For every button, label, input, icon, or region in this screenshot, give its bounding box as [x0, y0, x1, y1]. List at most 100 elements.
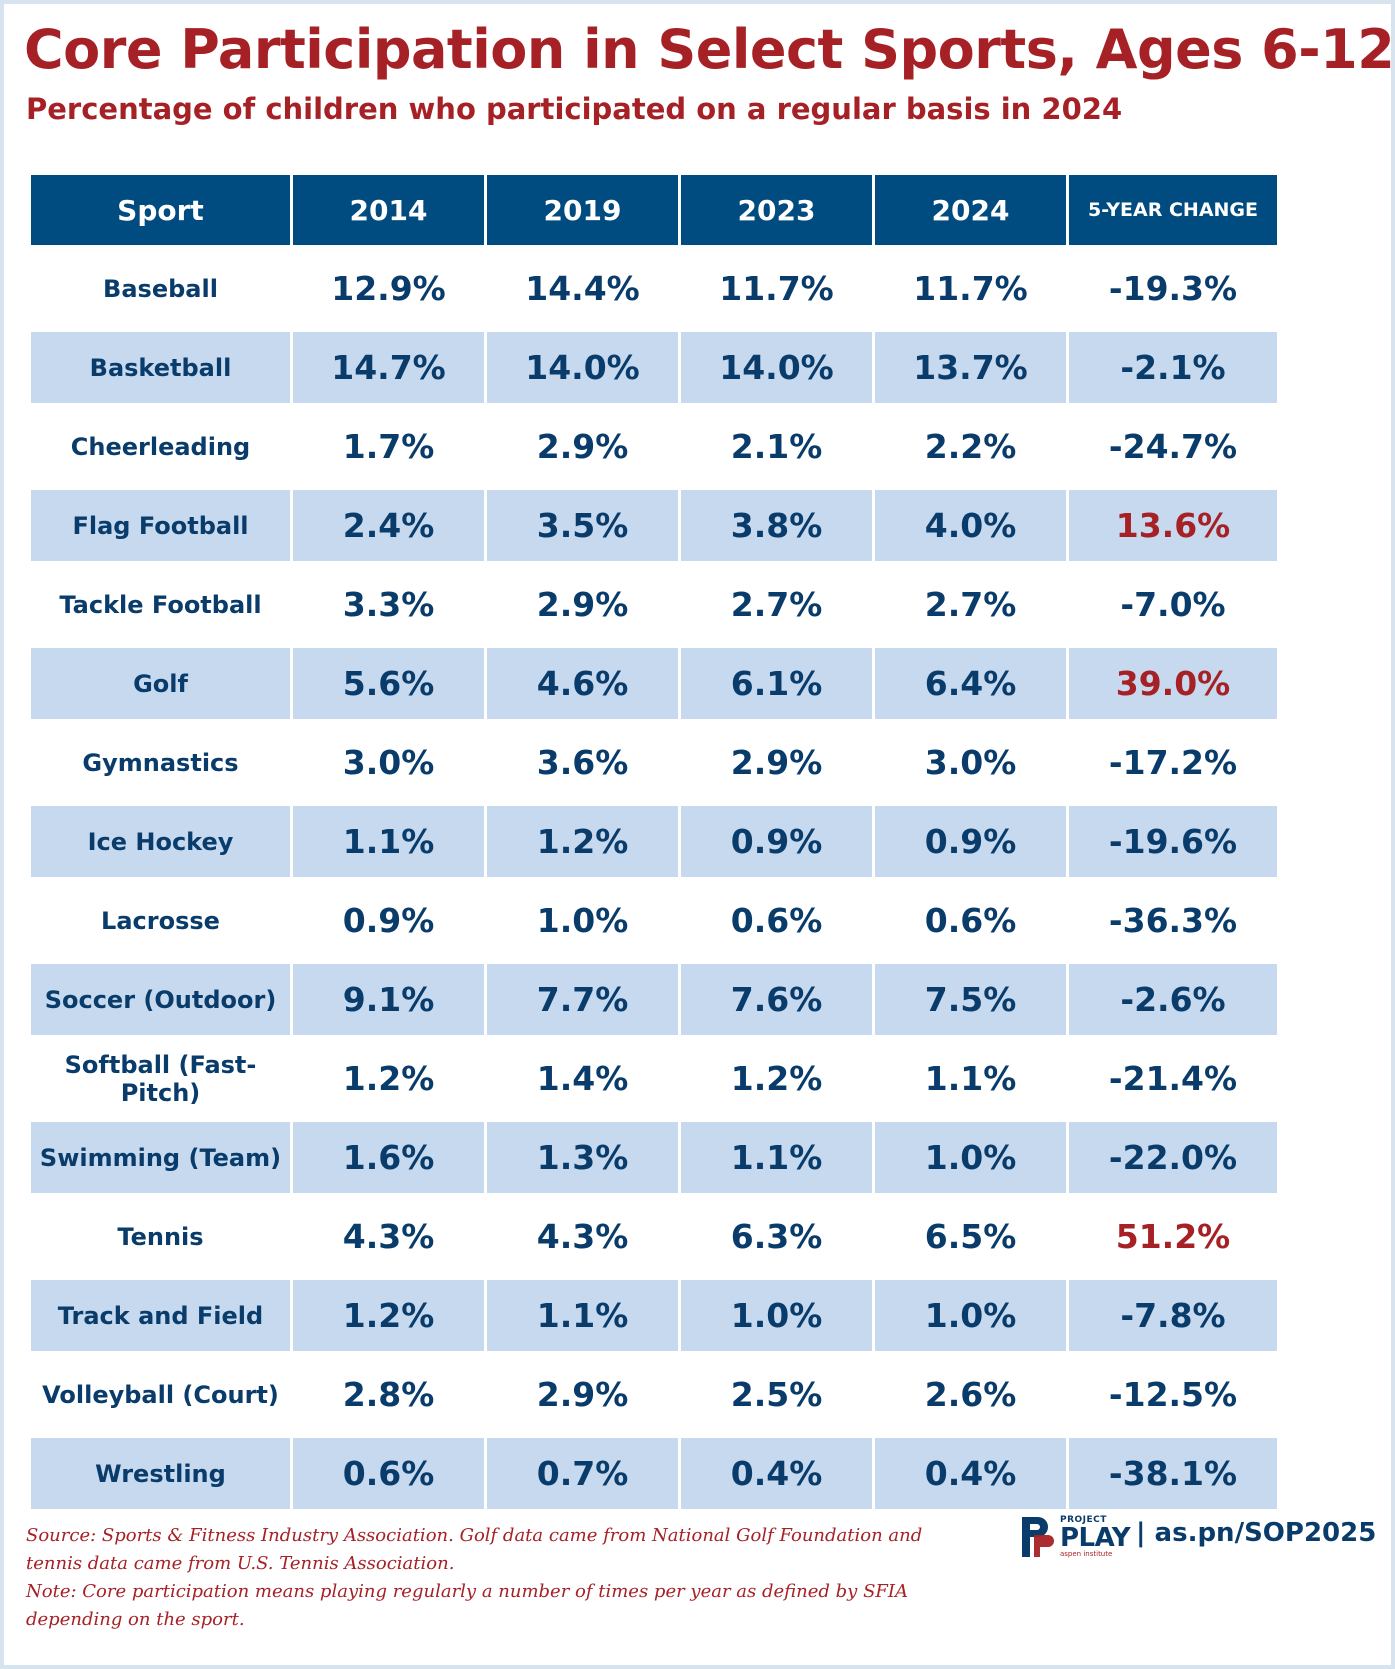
cell-2019: 2.9% — [536, 427, 629, 466]
cell-sport: Tackle Football — [59, 590, 262, 619]
cell-5-year-change: -7.0% — [1120, 585, 1226, 624]
cell-2024: 1.0% — [875, 1122, 1066, 1193]
cell-2023: 2.1% — [730, 427, 823, 466]
footnote: Source: Sports & Fitness Industry Associ… — [26, 1522, 966, 1634]
cell-2014: 9.1% — [293, 964, 484, 1035]
cell-5-year-change: -19.3% — [1108, 269, 1238, 308]
cell-2019: 1.4% — [536, 1059, 629, 1098]
cell-2024: 3.0% — [924, 743, 1017, 782]
cell-2023: 6.1% — [681, 648, 872, 719]
table-body: Baseball 12.9% 14.4% 11.7% 11.7% -19.3% Basket… — [31, 253, 1277, 1509]
table-row: Tackle Football 3.3% 2.9% 2.7% 2.7% -7.0% — [31, 569, 1277, 640]
cell-2023: 1.0% — [681, 1280, 872, 1351]
cell-2019: 2.9% — [536, 1375, 629, 1414]
project-play-logo-icon — [1022, 1517, 1054, 1557]
cell-sport: Cheerleading — [70, 432, 251, 461]
cell-2014: 12.9% — [331, 269, 446, 308]
cell-2024: 1.1% — [924, 1059, 1017, 1098]
table-row: Tennis 4.3% 4.3% 6.3% 6.5% 51.2% — [31, 1201, 1277, 1272]
cell-sport: Ice Hockey — [31, 806, 290, 877]
cell-2023: 2.5% — [730, 1375, 823, 1414]
cell-2019: 7.7% — [487, 964, 678, 1035]
cell-5-year-change: -2.1% — [1069, 332, 1277, 403]
cell-5-year-change: -22.0% — [1069, 1122, 1277, 1193]
cell-2023: 0.9% — [681, 806, 872, 877]
cell-2024: 0.6% — [924, 901, 1017, 940]
header-sport: Sport — [31, 175, 290, 245]
cell-2019: 3.5% — [487, 490, 678, 561]
cell-2014: 3.3% — [342, 585, 435, 624]
cell-5-year-change: -12.5% — [1108, 1375, 1238, 1414]
cell-sport: Track and Field — [31, 1280, 290, 1351]
cell-5-year-change: 13.6% — [1069, 490, 1277, 561]
header-2019: 2019 — [487, 175, 678, 245]
cell-2024: 13.7% — [875, 332, 1066, 403]
cell-2014: 0.6% — [293, 1438, 484, 1509]
cell-2019: 1.0% — [536, 901, 629, 940]
table-row: Ice Hockey 1.1% 1.2% 0.9% 0.9% -19.6% — [31, 806, 1277, 877]
cell-2014: 2.8% — [342, 1375, 435, 1414]
cell-2023: 2.7% — [730, 585, 823, 624]
cell-5-year-change: -24.7% — [1108, 427, 1238, 466]
cell-2014: 1.2% — [342, 1059, 435, 1098]
cell-sport: Swimming (Team) — [31, 1122, 290, 1193]
cell-5-year-change: -21.4% — [1108, 1059, 1238, 1098]
cell-2024: 1.0% — [875, 1280, 1066, 1351]
table-row: Softball (Fast-Pitch) 1.2% 1.4% 1.2% 1.1% -21… — [31, 1043, 1277, 1114]
cell-2014: 2.4% — [293, 490, 484, 561]
cell-5-year-change: -7.8% — [1069, 1280, 1277, 1351]
cell-sport: Soccer (Outdoor) — [31, 964, 290, 1035]
project-play-logo: PROJECT PLAY aspen institute — [1018, 1514, 1131, 1560]
cell-2024: 7.5% — [875, 964, 1066, 1035]
header-5-year-change: 5-YEAR CHANGE — [1069, 175, 1277, 245]
table-row: Swimming (Team) 1.6% 1.3% 1.1% 1.0% -22.0% — [31, 1122, 1277, 1193]
cell-sport: Softball (Fast-Pitch) — [64, 1050, 257, 1107]
chart-title: Core Participation in Select Sports, Age… — [24, 18, 1395, 81]
table-row: Soccer (Outdoor) 9.1% 7.7% 7.6% 7.5% -2.6% — [31, 964, 1277, 1035]
cell-2023: 0.4% — [681, 1438, 872, 1509]
header-2024: 2024 — [875, 175, 1066, 245]
cell-2019: 1.2% — [487, 806, 678, 877]
cell-sport: Baseball — [103, 274, 218, 303]
cell-2024: 11.7% — [913, 269, 1028, 308]
definition-note: Note: Core participation means playing r… — [26, 1581, 908, 1630]
cell-2019: 0.7% — [487, 1438, 678, 1509]
table-row: Lacrosse 0.9% 1.0% 0.6% 0.6% -36.3% — [31, 885, 1277, 956]
cell-2019: 14.0% — [487, 332, 678, 403]
cell-2014: 1.7% — [342, 427, 435, 466]
cell-sport: Wrestling — [31, 1438, 290, 1509]
logo-text-aspen: aspen institute — [1060, 1550, 1113, 1558]
cell-2019: 2.9% — [536, 585, 629, 624]
cell-2023: 7.6% — [681, 964, 872, 1035]
cell-2019: 1.1% — [487, 1280, 678, 1351]
table-row: Volleyball (Court) 2.8% 2.9% 2.5% 2.6% -12.5% — [31, 1359, 1277, 1430]
logo-text-project: PROJECT — [1060, 1515, 1107, 1525]
cell-5-year-change: 51.2% — [1115, 1217, 1231, 1256]
source-note: Source: Sports & Fitness Industry Associ… — [26, 1525, 923, 1574]
cell-2019: 14.4% — [525, 269, 640, 308]
cell-2014: 5.6% — [293, 648, 484, 719]
cell-2019: 4.6% — [487, 648, 678, 719]
table-row: Golf 5.6% 4.6% 6.1% 6.4% 39.0% — [31, 648, 1277, 719]
cell-2024: 0.9% — [875, 806, 1066, 877]
cell-sport: Lacrosse — [101, 906, 220, 935]
table-row: Basketball 14.7% 14.0% 14.0% 13.7% -2.1% — [31, 332, 1277, 403]
cell-2023: 3.8% — [681, 490, 872, 561]
table-row: Flag Football 2.4% 3.5% 3.8% 4.0% 13.6% — [31, 490, 1277, 561]
cell-2014: 1.2% — [293, 1280, 484, 1351]
cell-2014: 1.1% — [293, 806, 484, 877]
cell-5-year-change: -19.6% — [1069, 806, 1277, 877]
table-row: Track and Field 1.2% 1.1% 1.0% 1.0% -7.8% — [31, 1280, 1277, 1351]
cell-2014: 0.9% — [342, 901, 435, 940]
cell-2024: 4.0% — [875, 490, 1066, 561]
cell-2014: 14.7% — [293, 332, 484, 403]
table-header-row: Sport 2014 2019 2023 2024 5-YEAR CHANGE — [31, 175, 1277, 245]
logo-text-play: PLAY — [1060, 1523, 1131, 1553]
cell-2023: 1.1% — [681, 1122, 872, 1193]
cell-sport: Gymnastics — [82, 748, 239, 777]
cell-2023: 11.7% — [719, 269, 834, 308]
cell-sport: Basketball — [31, 332, 290, 403]
cell-5-year-change: -2.6% — [1069, 964, 1277, 1035]
cell-2019: 4.3% — [536, 1217, 629, 1256]
